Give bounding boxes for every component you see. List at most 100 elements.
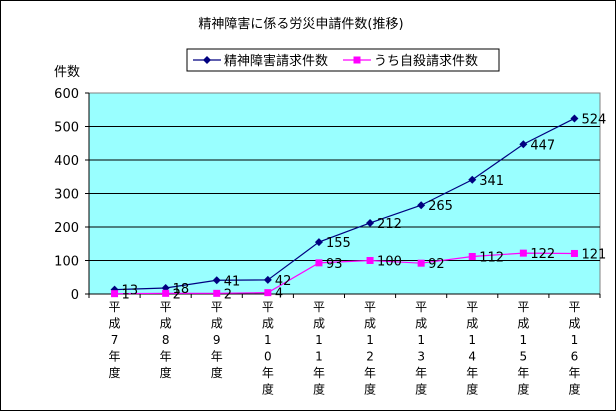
series-1-point	[519, 140, 528, 149]
x-category-label: 平成 9 年度	[211, 300, 223, 380]
x-category-char: 1	[315, 333, 323, 347]
series-2-point	[162, 289, 170, 297]
x-category-char: 平	[262, 300, 274, 314]
x-category-char: 成	[160, 317, 172, 331]
data-label: 121	[581, 247, 606, 262]
series-layer	[110, 114, 579, 298]
x-category-char: 度	[262, 382, 274, 397]
x-category-char: 年	[160, 350, 172, 364]
legend-marker-series-2	[353, 56, 361, 64]
legend: 精神障害請求件数 うち自殺請求件数	[186, 48, 500, 72]
series-2-point	[468, 252, 476, 260]
y-tick-label: 100	[54, 255, 79, 270]
x-category-char: 2	[366, 350, 374, 364]
x-category-char: 年	[313, 366, 325, 380]
series-1-point	[570, 114, 579, 123]
x-category-char: 平	[415, 300, 427, 314]
data-label: 4	[275, 287, 283, 302]
series-1-point	[314, 238, 323, 247]
data-label: 2	[173, 287, 181, 302]
y-tick-label: 200	[54, 221, 79, 236]
data-label: 212	[377, 217, 402, 232]
x-category-label: 平成 1 3 年度	[415, 300, 427, 397]
legend-label-series-2: うち自殺請求件数	[374, 54, 478, 69]
x-category-char: 6	[571, 350, 579, 364]
series-2-point	[213, 289, 221, 297]
x-category-char: 3	[417, 350, 425, 364]
legend-marker-series-1	[203, 56, 211, 64]
x-category-char: 1	[571, 333, 579, 347]
x-category-char: 年	[517, 366, 529, 380]
x-category-char: 成	[364, 317, 376, 331]
x-category-char: 度	[313, 382, 325, 397]
series-2-point	[264, 289, 272, 297]
x-category-char: 成	[568, 317, 580, 331]
x-category-char: 年	[262, 366, 274, 380]
x-category-char: 平	[160, 300, 172, 314]
data-label: 41	[224, 274, 241, 289]
series-1-point	[263, 275, 272, 284]
y-axis-ticks: 0 100 200 300 400 500 600	[54, 87, 89, 303]
x-category-char: 年	[109, 350, 121, 364]
data-label: 2	[224, 287, 232, 302]
x-category-char: 度	[364, 382, 376, 397]
data-label: 1	[122, 288, 130, 303]
x-category-char: 平	[109, 300, 121, 314]
series-1-point	[468, 175, 477, 184]
x-category-char: 5	[520, 350, 528, 364]
x-category-char: 平	[568, 300, 580, 314]
x-category-char: 度	[466, 382, 478, 397]
legend-label-series-1: 精神障害請求件数	[224, 53, 328, 69]
data-label: 524	[581, 112, 606, 127]
x-category-char: 成	[262, 317, 274, 331]
y-tick-label: 400	[54, 154, 79, 169]
data-label: 112	[479, 250, 504, 265]
series-1-point	[212, 276, 221, 285]
x-category-char: 度	[160, 365, 172, 380]
chart-title: 精神障害に係る労災申請件数(推移)	[198, 16, 403, 32]
data-label: 93	[326, 257, 343, 272]
x-category-char: 成	[109, 317, 121, 331]
x-category-char: 度	[211, 365, 223, 380]
y-tick-label: 0	[71, 288, 79, 303]
series-1-point	[417, 201, 426, 210]
x-category-char: 1	[366, 333, 374, 347]
x-category-char: 成	[211, 317, 223, 331]
x-category-label: 平成 8 年度	[160, 300, 172, 380]
x-category-char: 平	[466, 300, 478, 314]
x-category-label: 平成 1 2 年度	[364, 300, 376, 397]
x-category-char: 1	[468, 333, 476, 347]
data-label: 100	[377, 255, 402, 270]
x-category-char: 9	[213, 333, 221, 347]
data-label: 447	[530, 138, 555, 153]
y-axis-label: 件数	[54, 65, 80, 80]
x-category-label: 平成 1 0 年度	[262, 300, 274, 397]
x-category-char: 1	[315, 350, 323, 364]
series-line-2	[114, 252, 575, 295]
series-2-point	[519, 249, 527, 257]
x-category-label: 平成 1 5 年度	[517, 300, 529, 397]
data-label: 155	[326, 236, 351, 251]
x-category-char: 成	[313, 317, 325, 331]
y-tick-label: 300	[54, 188, 79, 203]
y-tick-label: 500	[54, 121, 79, 136]
x-category-label: 平成 7 年度	[109, 300, 121, 380]
data-label: 42	[275, 274, 292, 289]
x-category-char: 度	[415, 382, 427, 397]
x-category-char: 0	[264, 350, 272, 364]
x-category-char: 年	[466, 366, 478, 380]
x-category-char: 平	[211, 300, 223, 314]
series-2-point	[366, 257, 374, 264]
x-category-char: 度	[109, 365, 121, 380]
x-category-label: 平成 1 1 年度	[313, 300, 325, 397]
data-label: 122	[530, 247, 555, 262]
data-label: 18	[173, 282, 190, 297]
x-category-char: 7	[111, 333, 119, 347]
x-category-char: 8	[162, 333, 170, 347]
x-category-char: 成	[517, 317, 529, 331]
x-category-char: 年	[415, 366, 427, 380]
x-category-char: 度	[568, 382, 580, 397]
x-category-char: 1	[264, 333, 272, 347]
